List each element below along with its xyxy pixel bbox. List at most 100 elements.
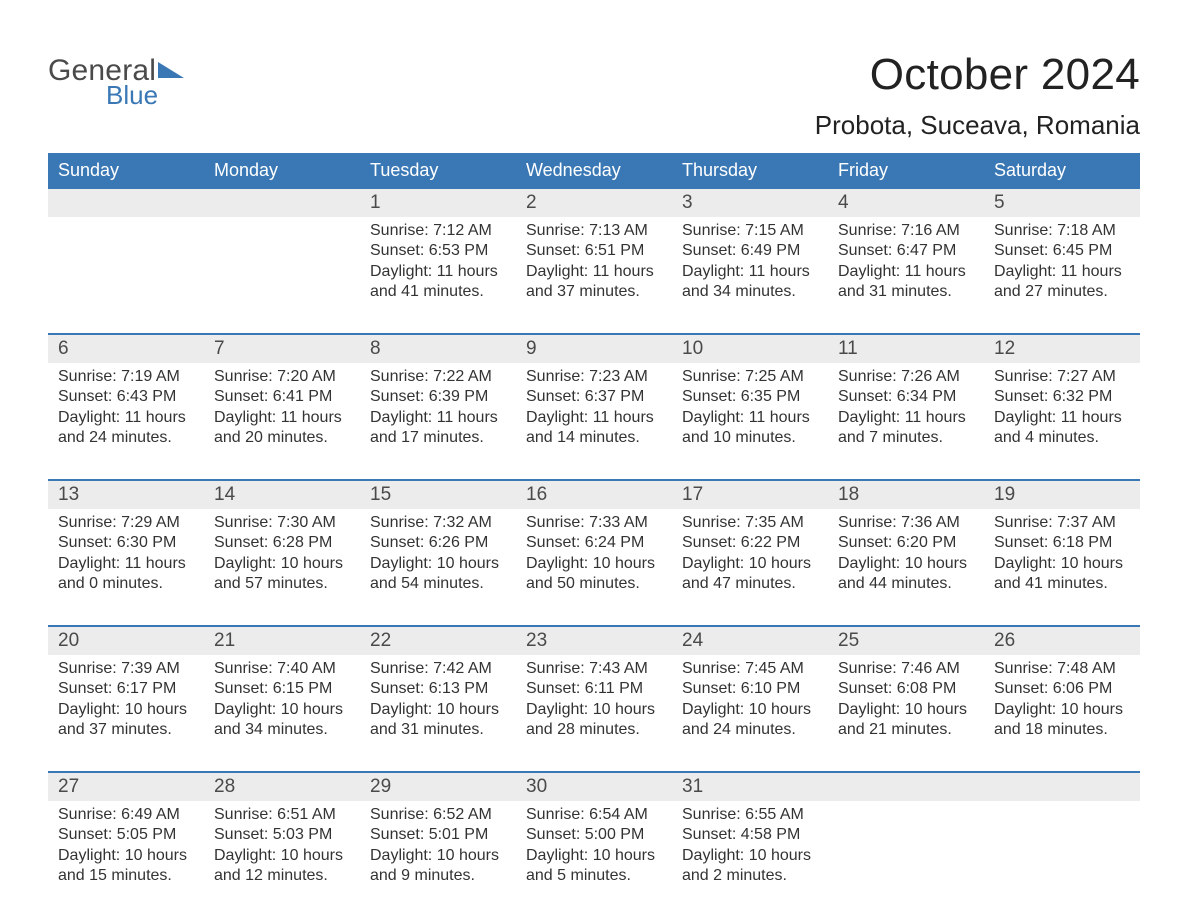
sunrise-line: Sunrise: 7:33 AM: [526, 513, 662, 533]
daylight-line: Daylight: 11 hours and 10 minutes.: [682, 408, 818, 449]
day-cell: Sunrise: 7:42 AMSunset: 6:13 PMDaylight:…: [360, 655, 516, 771]
sunrise-line: Sunrise: 7:18 AM: [994, 221, 1130, 241]
day-number: 30: [516, 773, 672, 801]
daybody-row: Sunrise: 7:12 AMSunset: 6:53 PMDaylight:…: [48, 217, 1140, 333]
day-number: 19: [984, 481, 1140, 509]
daylight-line: Daylight: 10 hours and 44 minutes.: [838, 554, 974, 595]
sunrise-line: Sunrise: 6:55 AM: [682, 805, 818, 825]
sunset-line: Sunset: 6:49 PM: [682, 241, 818, 261]
daylight-line: Daylight: 11 hours and 31 minutes.: [838, 262, 974, 303]
daylight-line: Daylight: 10 hours and 24 minutes.: [682, 700, 818, 741]
daylight-line: Daylight: 11 hours and 14 minutes.: [526, 408, 662, 449]
page-title: October 2024: [815, 50, 1140, 100]
weekday-header: Saturday: [984, 153, 1140, 189]
sunrise-line: Sunrise: 7:35 AM: [682, 513, 818, 533]
day-number: 16: [516, 481, 672, 509]
sunrise-line: Sunrise: 6:54 AM: [526, 805, 662, 825]
calendar: SundayMondayTuesdayWednesdayThursdayFrid…: [48, 153, 1140, 917]
day-cell: Sunrise: 6:52 AMSunset: 5:01 PMDaylight:…: [360, 801, 516, 917]
day-cell: Sunrise: 7:15 AMSunset: 6:49 PMDaylight:…: [672, 217, 828, 333]
day-number: 15: [360, 481, 516, 509]
daylight-line: Daylight: 10 hours and 21 minutes.: [838, 700, 974, 741]
sunrise-line: Sunrise: 7:16 AM: [838, 221, 974, 241]
page: General Blue October 2024 Probota, Sucea…: [0, 0, 1188, 918]
day-cell: Sunrise: 7:19 AMSunset: 6:43 PMDaylight:…: [48, 363, 204, 479]
brand-text: General Blue: [48, 56, 186, 108]
daylight-line: Daylight: 10 hours and 18 minutes.: [994, 700, 1130, 741]
daylight-line: Daylight: 10 hours and 31 minutes.: [370, 700, 506, 741]
day-cell: Sunrise: 6:49 AMSunset: 5:05 PMDaylight:…: [48, 801, 204, 917]
sunrise-line: Sunrise: 7:32 AM: [370, 513, 506, 533]
sunset-line: Sunset: 6:34 PM: [838, 387, 974, 407]
sunrise-line: Sunrise: 7:30 AM: [214, 513, 350, 533]
daylight-line: Daylight: 10 hours and 5 minutes.: [526, 846, 662, 887]
day-number: 6: [48, 335, 204, 363]
week-row: 6789101112Sunrise: 7:19 AMSunset: 6:43 P…: [48, 333, 1140, 479]
daylight-line: Daylight: 10 hours and 54 minutes.: [370, 554, 506, 595]
header: General Blue October 2024 Probota, Sucea…: [48, 50, 1140, 141]
day-cell: Sunrise: 7:35 AMSunset: 6:22 PMDaylight:…: [672, 509, 828, 625]
day-cell: Sunrise: 6:55 AMSunset: 4:58 PMDaylight:…: [672, 801, 828, 917]
sunset-line: Sunset: 6:28 PM: [214, 533, 350, 553]
daylight-line: Daylight: 10 hours and 57 minutes.: [214, 554, 350, 595]
day-number: 11: [828, 335, 984, 363]
daynum-band: 6789101112: [48, 335, 1140, 363]
day-number: 25: [828, 627, 984, 655]
sunset-line: Sunset: 5:03 PM: [214, 825, 350, 845]
day-cell: [828, 801, 984, 917]
weekday-header: Sunday: [48, 153, 204, 189]
sunrise-line: Sunrise: 7:25 AM: [682, 367, 818, 387]
day-number: 10: [672, 335, 828, 363]
day-number: 31: [672, 773, 828, 801]
day-number: 26: [984, 627, 1140, 655]
day-number: [984, 773, 1140, 801]
day-number: [204, 189, 360, 217]
day-cell: Sunrise: 7:40 AMSunset: 6:15 PMDaylight:…: [204, 655, 360, 771]
daylight-line: Daylight: 11 hours and 37 minutes.: [526, 262, 662, 303]
sunrise-line: Sunrise: 7:12 AM: [370, 221, 506, 241]
day-cell: Sunrise: 7:43 AMSunset: 6:11 PMDaylight:…: [516, 655, 672, 771]
weekday-header: Monday: [204, 153, 360, 189]
sunset-line: Sunset: 5:00 PM: [526, 825, 662, 845]
weekday-header: Tuesday: [360, 153, 516, 189]
daylight-line: Daylight: 11 hours and 17 minutes.: [370, 408, 506, 449]
day-cell: Sunrise: 7:32 AMSunset: 6:26 PMDaylight:…: [360, 509, 516, 625]
daybody-row: Sunrise: 7:29 AMSunset: 6:30 PM Daylight:…: [48, 509, 1140, 625]
sunrise-line: Sunrise: 6:52 AM: [370, 805, 506, 825]
day-number: 29: [360, 773, 516, 801]
sunset-line: Sunset: 6:30 PM: [58, 533, 194, 553]
daylight-line: Daylight: 11 hours and 34 minutes.: [682, 262, 818, 303]
day-cell: Sunrise: 7:25 AMSunset: 6:35 PMDaylight:…: [672, 363, 828, 479]
daynum-band: 20212223242526: [48, 627, 1140, 655]
sunrise-line: Sunrise: 7:22 AM: [370, 367, 506, 387]
daylight-line: Daylight: 10 hours and 2 minutes.: [682, 846, 818, 887]
weekday-header: Friday: [828, 153, 984, 189]
sunrise-line: Sunrise: 7:20 AM: [214, 367, 350, 387]
sunset-line: Sunset: 6:45 PM: [994, 241, 1130, 261]
sunset-line: Sunset: 6:35 PM: [682, 387, 818, 407]
sunset-line: Sunset: 4:58 PM: [682, 825, 818, 845]
daynum-band: 2728293031: [48, 773, 1140, 801]
day-number: 1: [360, 189, 516, 217]
daylight-line: Daylight: 10 hours and 28 minutes.: [526, 700, 662, 741]
daybody-row: Sunrise: 7:19 AMSunset: 6:43 PMDaylight:…: [48, 363, 1140, 479]
daynum-band: 12345: [48, 189, 1140, 217]
daybody-row: Sunrise: 6:49 AMSunset: 5:05 PMDaylight:…: [48, 801, 1140, 917]
day-cell: Sunrise: 7:30 AMSunset: 6:28 PMDaylight:…: [204, 509, 360, 625]
sunrise-line: Sunrise: 7:43 AM: [526, 659, 662, 679]
sunrise-line: Sunrise: 7:48 AM: [994, 659, 1130, 679]
day-cell: [48, 217, 204, 333]
daylight-line: Daylight: 10 hours and 15 minutes.: [58, 846, 194, 887]
day-cell: Sunrise: 7:23 AMSunset: 6:37 PMDaylight:…: [516, 363, 672, 479]
sunrise-line: Sunrise: 7:36 AM: [838, 513, 974, 533]
day-cell: Sunrise: 7:46 AMSunset: 6:08 PMDaylight:…: [828, 655, 984, 771]
day-number: 22: [360, 627, 516, 655]
sunrise-line: Sunrise: 7:29 AM: [58, 513, 194, 533]
location-subtitle: Probota, Suceava, Romania: [815, 110, 1140, 141]
day-cell: Sunrise: 7:18 AMSunset: 6:45 PMDaylight:…: [984, 217, 1140, 333]
sunrise-line: Sunrise: 7:15 AM: [682, 221, 818, 241]
day-cell: Sunrise: 7:29 AMSunset: 6:30 PMDaylight:…: [48, 509, 204, 625]
sunset-line: Sunset: 6:10 PM: [682, 679, 818, 699]
day-number: 7: [204, 335, 360, 363]
day-cell: Sunrise: 7:37 AMSunset: 6:18 PMDaylight:…: [984, 509, 1140, 625]
